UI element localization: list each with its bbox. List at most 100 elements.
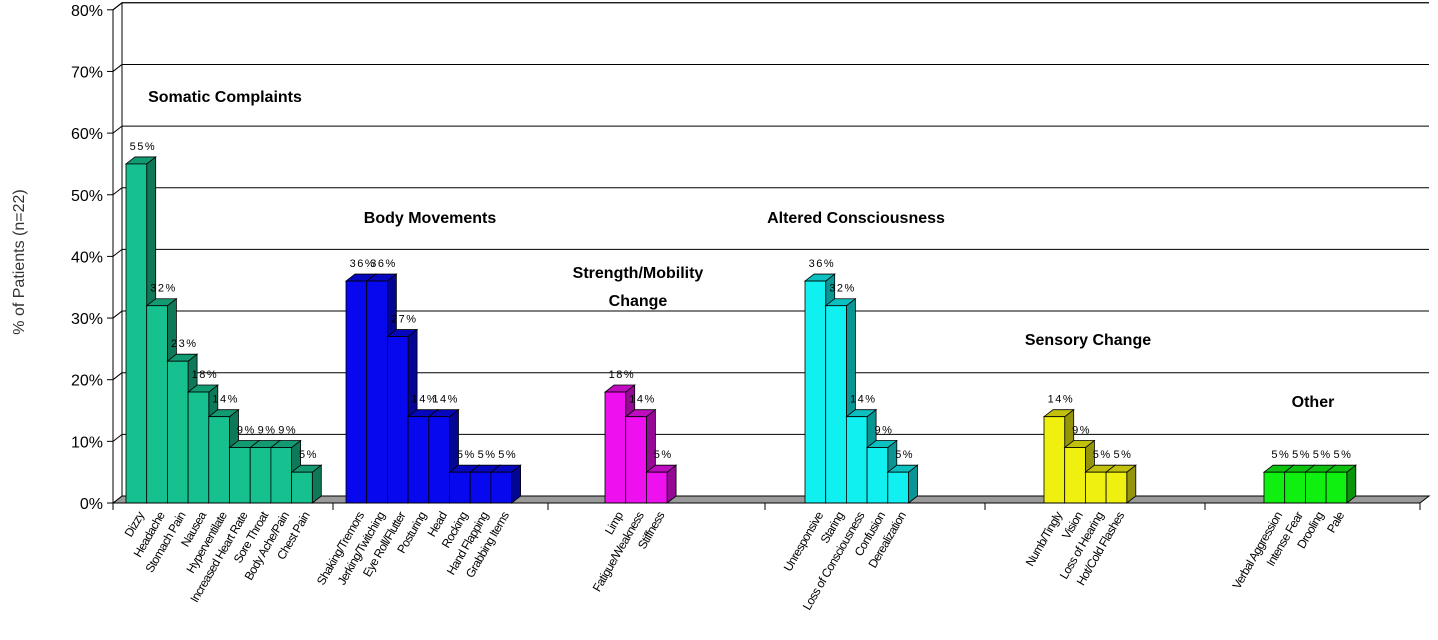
bar	[1105, 471, 1128, 504]
bar	[229, 447, 251, 504]
group-label: Sensory Change	[1025, 332, 1151, 349]
bar	[1305, 471, 1327, 504]
gridline-side	[112, 249, 123, 257]
group-labels: Somatic Complaints Body Movements Strength…	[148, 89, 1334, 411]
bar	[490, 471, 512, 504]
group-label: Altered Consciousness	[767, 210, 945, 227]
bar	[270, 447, 292, 504]
bar	[407, 416, 430, 504]
group-label: Somatic Complaints	[148, 89, 302, 106]
y-tick-label: 40%	[71, 249, 103, 266]
bars	[124, 156, 1357, 504]
data-label: 14%	[412, 394, 439, 406]
data-label: 9%	[1072, 425, 1091, 437]
bar	[345, 280, 368, 504]
data-label: 5%	[1271, 449, 1290, 461]
data-label: 36%	[809, 258, 836, 270]
bar	[866, 447, 889, 504]
data-label: 5%	[299, 449, 318, 461]
data-label: 5%	[1292, 449, 1311, 461]
bar	[1064, 447, 1086, 504]
y-axis: 0% 10% 20% 30% 40% 50% 60% 70% 80%	[71, 3, 114, 513]
data-label: 14%	[629, 394, 656, 406]
data-label: 14%	[212, 394, 239, 406]
bar	[1325, 471, 1348, 504]
x-tick-label: Pale	[1324, 509, 1347, 536]
y-tick-label: 50%	[71, 188, 103, 205]
bar	[291, 471, 313, 504]
data-label: 9%	[278, 425, 297, 437]
group-label: Other	[1292, 394, 1335, 411]
bar	[469, 471, 492, 504]
data-label: 32%	[829, 283, 856, 295]
bar	[887, 471, 909, 504]
bar	[1085, 471, 1107, 504]
bar	[1284, 471, 1306, 504]
data-label: 18%	[192, 369, 219, 381]
bar	[1043, 416, 1066, 504]
bar	[125, 163, 148, 504]
value-labels: 55%32%23%18%14%9% 9% 9%5%36%36%27%14%14%5%…	[130, 141, 1352, 461]
bar	[386, 336, 409, 504]
group-label: Body Movements	[364, 210, 497, 227]
data-label: 9%	[874, 425, 893, 437]
data-label: 9%	[258, 425, 277, 437]
data-label: 5%	[1333, 449, 1352, 461]
gridline-side	[112, 125, 123, 134]
y-axis-label: % of Patients (n=22)	[11, 189, 28, 334]
gridline-side	[112, 64, 123, 72]
data-label: 18%	[609, 369, 636, 381]
group-label: Change	[609, 293, 668, 310]
data-label: 5%	[895, 449, 914, 461]
gridline-side	[112, 187, 123, 196]
x-tick-label: Unresponsive	[781, 509, 827, 574]
bar	[208, 416, 230, 504]
data-label: 36%	[370, 258, 397, 270]
y-tick-label: 60%	[71, 126, 103, 143]
y-tick-label: 80%	[71, 3, 103, 20]
bar	[625, 416, 647, 504]
x-axis	[112, 502, 1421, 510]
bar	[249, 447, 272, 504]
data-label: 36%	[350, 258, 377, 270]
gridlines	[112, 2, 1429, 442]
bar	[846, 416, 868, 504]
bar	[366, 280, 388, 504]
bar	[804, 280, 827, 504]
data-label: 27%	[391, 314, 418, 326]
bar	[146, 305, 168, 504]
y-tick-label: 70%	[71, 64, 103, 81]
chart-walls	[111, 1, 1431, 505]
gridline-side	[112, 310, 123, 319]
bar	[825, 305, 847, 504]
data-label: 14%	[1048, 394, 1075, 406]
bar	[187, 391, 210, 504]
bar	[604, 391, 627, 504]
data-label: 14%	[850, 394, 877, 406]
bar	[646, 471, 668, 504]
y-tick-label: 30%	[71, 311, 103, 328]
data-label: 5%	[457, 449, 476, 461]
y-tick-label: 0%	[80, 496, 103, 513]
y-tick-label: 10%	[71, 434, 103, 451]
gridline-side	[112, 372, 123, 381]
y-tick-label: 20%	[71, 373, 103, 390]
data-label: 5%	[1313, 449, 1332, 461]
data-label: 9%	[237, 425, 256, 437]
data-label: 5%	[1093, 449, 1112, 461]
bar	[449, 471, 471, 504]
data-label: 5%	[654, 449, 673, 461]
group-label: Strength/Mobility	[573, 265, 704, 282]
data-label: 5%	[498, 449, 517, 461]
data-label: 14%	[432, 394, 459, 406]
gridline-side	[112, 433, 123, 442]
bar	[166, 360, 189, 504]
gridline-side	[112, 2, 123, 11]
bar	[1263, 471, 1286, 504]
data-label: 55%	[130, 141, 157, 153]
data-label: 5%	[478, 449, 497, 461]
data-label: 32%	[150, 283, 177, 295]
bar	[428, 416, 450, 504]
